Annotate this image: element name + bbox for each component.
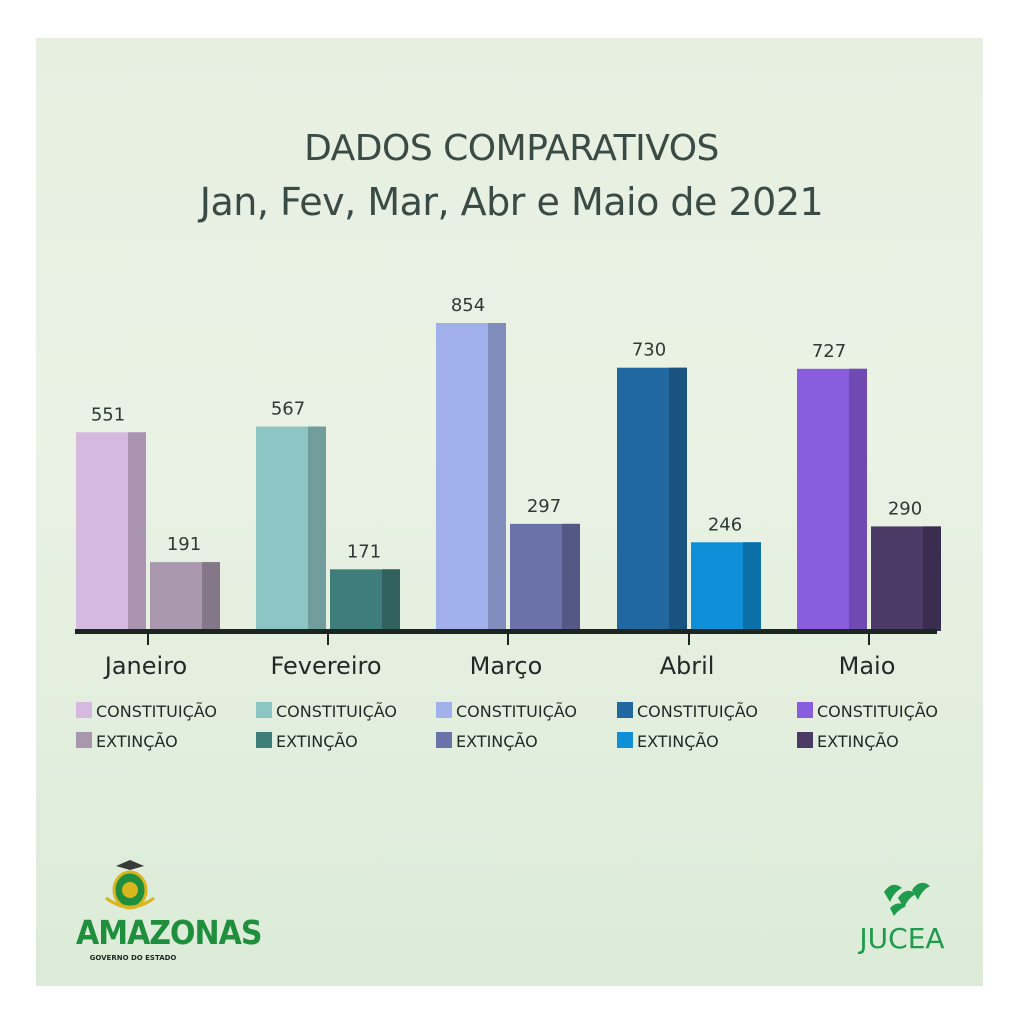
value-label-extincao-3: 297 — [527, 496, 561, 517]
bar-extincao-side-1 — [202, 562, 220, 631]
bar-extincao-side-4 — [743, 542, 761, 631]
value-label-extincao-2: 171 — [347, 541, 381, 562]
x-tick-label-4: Abril — [660, 652, 715, 680]
value-label-constituicao-2: 567 — [271, 399, 305, 420]
legend-swatch-constituicao-4 — [617, 702, 633, 718]
value-label-extincao-1: 191 — [167, 534, 201, 555]
legend-label-extincao-1: EXTINÇÃO — [96, 732, 178, 751]
bar-constituicao-side-2 — [308, 426, 326, 631]
amazonas-coat-of-arms-icon — [105, 860, 155, 910]
x-tick-label-2: Fevereiro — [270, 652, 381, 680]
value-label-constituicao-4: 730 — [632, 340, 666, 361]
value-label-constituicao-5: 727 — [812, 341, 846, 362]
bar-constituicao-side-3 — [488, 323, 506, 631]
legend-label-constituicao-4: CONSTITUIÇÃO — [637, 702, 758, 721]
legend-label-extincao-4: EXTINÇÃO — [637, 732, 719, 751]
legend-label-extincao-3: EXTINÇÃO — [456, 732, 538, 751]
legend-label-constituicao-1: CONSTITUIÇÃO — [96, 702, 217, 721]
legend-swatch-extincao-1 — [76, 732, 92, 748]
legend-swatch-extincao-4 — [617, 732, 633, 748]
chart-title: DADOS COMPARATIVOS — [304, 128, 719, 169]
legend-swatch-constituicao-5 — [797, 702, 813, 718]
bar-extincao-side-5 — [923, 526, 941, 631]
legend-swatch-constituicao-1 — [76, 702, 92, 718]
legend-label-extincao-2: EXTINÇÃO — [276, 732, 358, 751]
bar-extincao-side-2 — [382, 569, 400, 631]
bar-constituicao-side-5 — [849, 368, 867, 631]
amazonas-logo-text: AMAZONAS — [76, 914, 262, 953]
chart-subtitle: Jan, Fev, Mar, Abr e Maio de 2021 — [199, 180, 824, 224]
legend-swatch-constituicao-2 — [256, 702, 272, 718]
jucea-emblem-icon — [884, 882, 930, 916]
legend-swatch-extincao-3 — [436, 732, 452, 748]
amazonas-logo-subtext: GOVERNO DO ESTADO — [89, 954, 177, 962]
value-label-constituicao-1: 551 — [91, 404, 125, 425]
legend-swatch-constituicao-3 — [436, 702, 452, 718]
jucea-logo-text: JUCEA — [859, 922, 945, 955]
legend-label-constituicao-3: CONSTITUIÇÃO — [456, 702, 577, 721]
bar-constituicao-side-4 — [669, 367, 687, 631]
legend-swatch-extincao-5 — [797, 732, 813, 748]
bar-extincao-side-3 — [562, 523, 580, 631]
x-tick-label-3: Março — [470, 652, 543, 680]
legend-label-constituicao-2: CONSTITUIÇÃO — [276, 702, 397, 721]
x-tick-label-5: Maio — [839, 652, 896, 680]
bar-constituicao-side-1 — [128, 432, 146, 631]
value-label-extincao-4: 246 — [708, 514, 742, 535]
legend-label-constituicao-5: CONSTITUIÇÃO — [817, 702, 938, 721]
x-axis-line — [75, 629, 937, 634]
value-label-constituicao-3: 854 — [451, 295, 485, 316]
legend-label-extincao-5: EXTINÇÃO — [817, 732, 899, 751]
legend-swatch-extincao-2 — [256, 732, 272, 748]
value-label-extincao-5: 290 — [888, 498, 922, 519]
x-tick-label-1: Janeiro — [103, 652, 187, 680]
